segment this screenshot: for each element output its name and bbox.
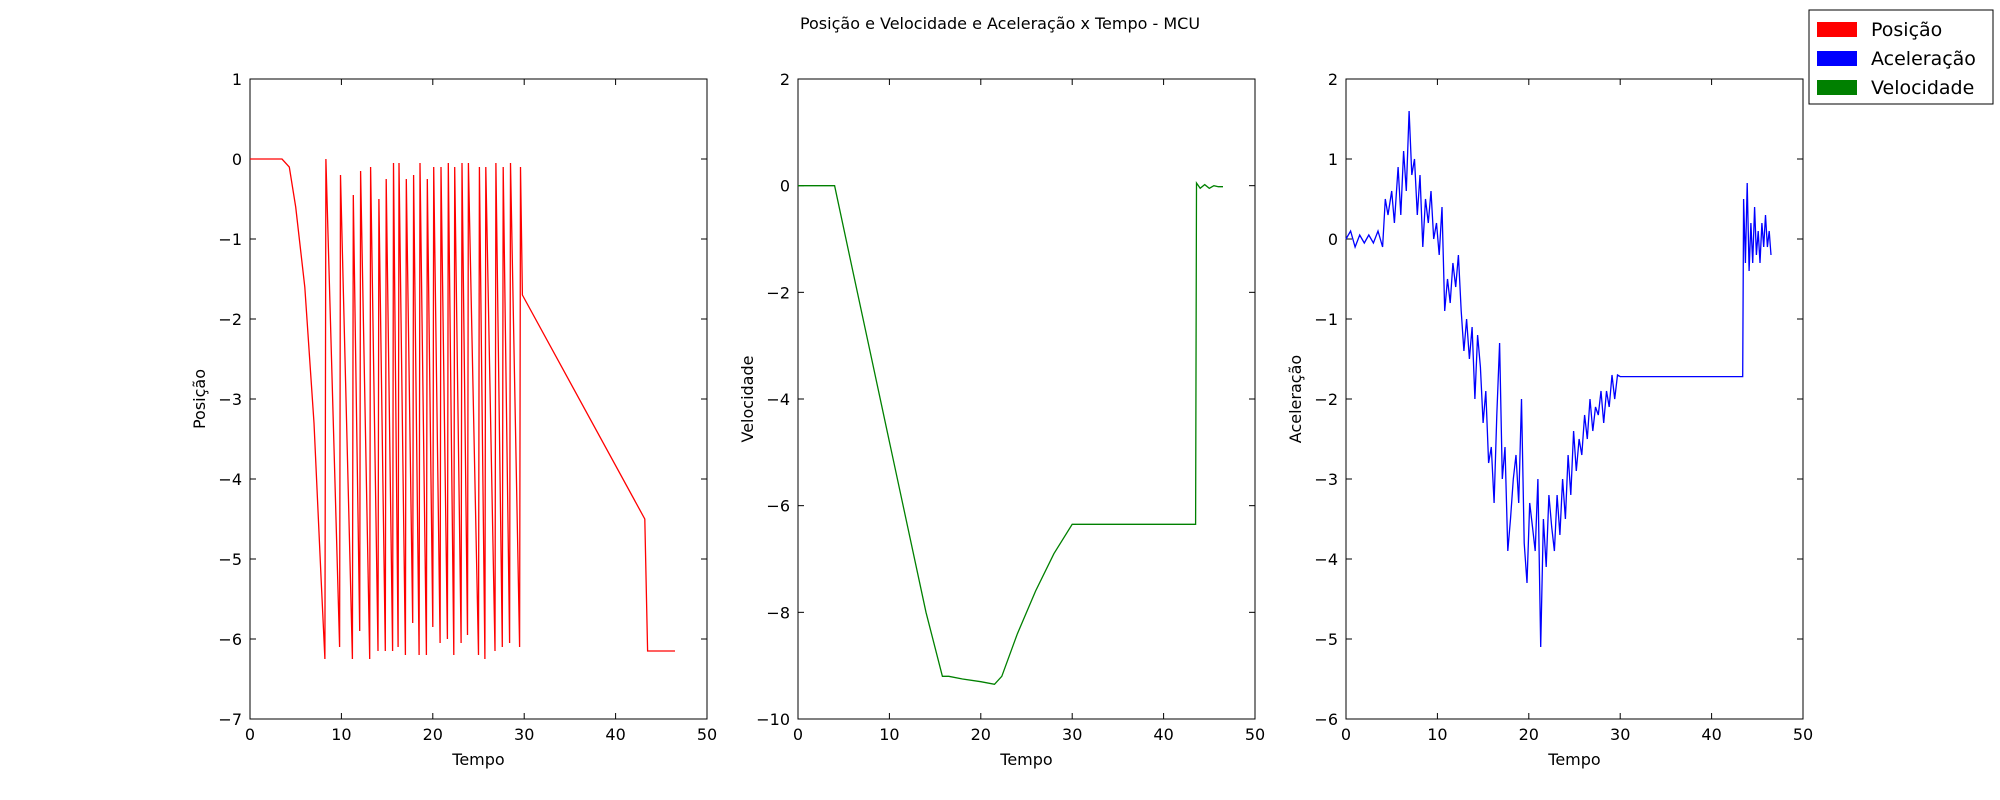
y-tick-label: −4 [218, 470, 242, 489]
plot-frame [1345, 78, 1804, 720]
legend-swatch [1817, 51, 1857, 66]
x-tick-label: 50 [1245, 725, 1265, 744]
legend-entry: Aceleração [1817, 48, 1976, 70]
legend-label: Velocidade [1871, 77, 1974, 99]
y-tick-label: 2 [1328, 70, 1338, 89]
x-tick-label: 30 [1610, 725, 1630, 744]
y-tick-label: −2 [1314, 390, 1338, 409]
x-axis-label: Tempo [999, 750, 1052, 769]
x-tick-label: 20 [1519, 725, 1539, 744]
figure-title: Posição e Velocidade e Aceleração x Temp… [800, 14, 1200, 33]
x-tick-label: 50 [697, 725, 717, 744]
x-tick-label: 0 [1341, 725, 1351, 744]
y-tick-label: −8 [766, 603, 790, 622]
x-tick-label: 10 [1427, 725, 1447, 744]
y-tick-label: −4 [1314, 550, 1338, 569]
y-tick-label: −10 [756, 710, 790, 729]
y-tick-label: 0 [1328, 230, 1338, 249]
legend-swatch [1817, 80, 1857, 95]
series-line-posicao [250, 158, 675, 660]
plot-frame [797, 78, 1256, 720]
y-tick-label: −2 [766, 283, 790, 302]
y-tick-label: −4 [766, 390, 790, 409]
panels-group: 0 10 20 30 40 5010−1−2−3−4−5−6−7TempoPosição0… [190, 70, 1813, 769]
y-tick-label: −1 [218, 230, 242, 249]
y-tick-label: −3 [1314, 470, 1338, 489]
y-tick-label: −3 [218, 390, 242, 409]
y-axis-label: Posição [190, 369, 209, 429]
x-tick-label: 30 [514, 725, 534, 744]
x-axis-label: Tempo [451, 750, 504, 769]
legend-entry: Posição [1817, 19, 1942, 41]
y-tick-label: −6 [766, 497, 790, 516]
legend: Posição Aceleração Velocidade [1808, 9, 1994, 105]
x-tick-label: 50 [1793, 725, 1813, 744]
y-tick-label: 0 [232, 150, 242, 169]
x-tick-label: 40 [1701, 725, 1721, 744]
y-tick-label: −7 [218, 710, 242, 729]
legend-swatch [1817, 22, 1857, 37]
y-tick-label: −5 [218, 550, 242, 569]
y-axis-label: Velocidade [738, 356, 757, 443]
y-tick-label: −6 [1314, 710, 1338, 729]
x-tick-label: 0 [245, 725, 255, 744]
x-tick-label: 20 [423, 725, 443, 744]
x-tick-label: 10 [879, 725, 899, 744]
legend-label: Posição [1871, 19, 1942, 41]
y-axis-label: Aceleração [1286, 355, 1305, 443]
chart-aceleracao: 0 10 20 30 40 50210−1−2−3−4−5−6TempoAceleraçã… [1286, 70, 1813, 769]
x-tick-label: 40 [605, 725, 625, 744]
x-tick-label: 0 [793, 725, 803, 744]
y-tick-label: −1 [1314, 310, 1338, 329]
y-tick-label: 1 [1328, 150, 1338, 169]
series-line-aceleracao [1345, 110, 1772, 648]
y-tick-label: −2 [218, 310, 242, 329]
legend-entry: Velocidade [1817, 77, 1974, 99]
y-tick-label: 0 [780, 177, 790, 196]
y-tick-label: −5 [1314, 630, 1338, 649]
x-tick-label: 40 [1153, 725, 1173, 744]
x-axis-label: Tempo [1547, 750, 1600, 769]
y-tick-label: 1 [232, 70, 242, 89]
x-tick-label: 10 [331, 725, 351, 744]
y-tick-label: 2 [780, 70, 790, 89]
legend-label: Aceleração [1871, 48, 1976, 70]
x-tick-label: 30 [1062, 725, 1082, 744]
y-tick-label: −6 [218, 630, 242, 649]
x-tick-label: 20 [971, 725, 991, 744]
series-line-velocidade [798, 180, 1223, 686]
